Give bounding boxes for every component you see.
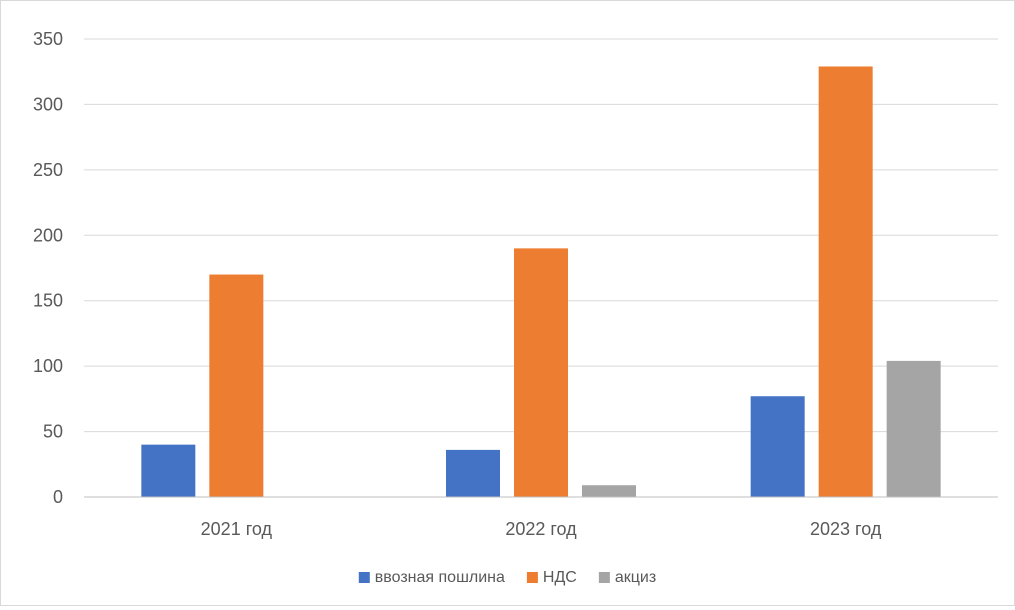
bar-ввозная-пошлина-0	[141, 444, 196, 497]
y-tick-label: 250	[33, 160, 63, 180]
y-tick-label: 50	[43, 422, 63, 442]
bar-ндс-2	[818, 66, 873, 497]
y-axis-ticks: 0 50 100 150 200 250 300 350	[33, 29, 63, 507]
bar-ндс-0	[209, 274, 264, 497]
legend: ввозная пошлина НДС акциз	[358, 569, 656, 586]
y-tick-label: 150	[33, 291, 63, 311]
x-category-label: 2021 год	[201, 519, 273, 539]
legend-item: акциз	[598, 569, 656, 586]
y-tick-label: 200	[33, 225, 63, 245]
y-tick-label: 300	[33, 94, 63, 114]
legend-swatch	[526, 572, 538, 583]
x-axis-labels: 2021 год 2022 год 2023 год	[201, 519, 882, 539]
bar-ндс-1	[514, 248, 568, 497]
legend-item: ввозная пошлина	[358, 569, 505, 586]
bar-ввозная-пошлина-2	[750, 396, 805, 497]
legend-label: НДС	[543, 569, 577, 586]
bar-акциз-2	[886, 360, 941, 497]
legend-label: ввозная пошлина	[375, 569, 505, 586]
x-category-label: 2022 год	[505, 519, 577, 539]
bar-ввозная-пошлина-1	[446, 449, 500, 497]
x-category-label: 2023 год	[810, 519, 882, 539]
bar-акциз-1	[582, 485, 636, 497]
legend-label: акциз	[615, 569, 656, 586]
y-tick-label: 100	[33, 356, 63, 376]
legend-swatch	[358, 572, 370, 583]
y-tick-label: 350	[33, 29, 63, 49]
bars	[141, 66, 941, 497]
y-tick-label: 0	[53, 487, 63, 507]
legend-swatch	[598, 572, 610, 583]
legend-item: НДС	[526, 569, 577, 586]
